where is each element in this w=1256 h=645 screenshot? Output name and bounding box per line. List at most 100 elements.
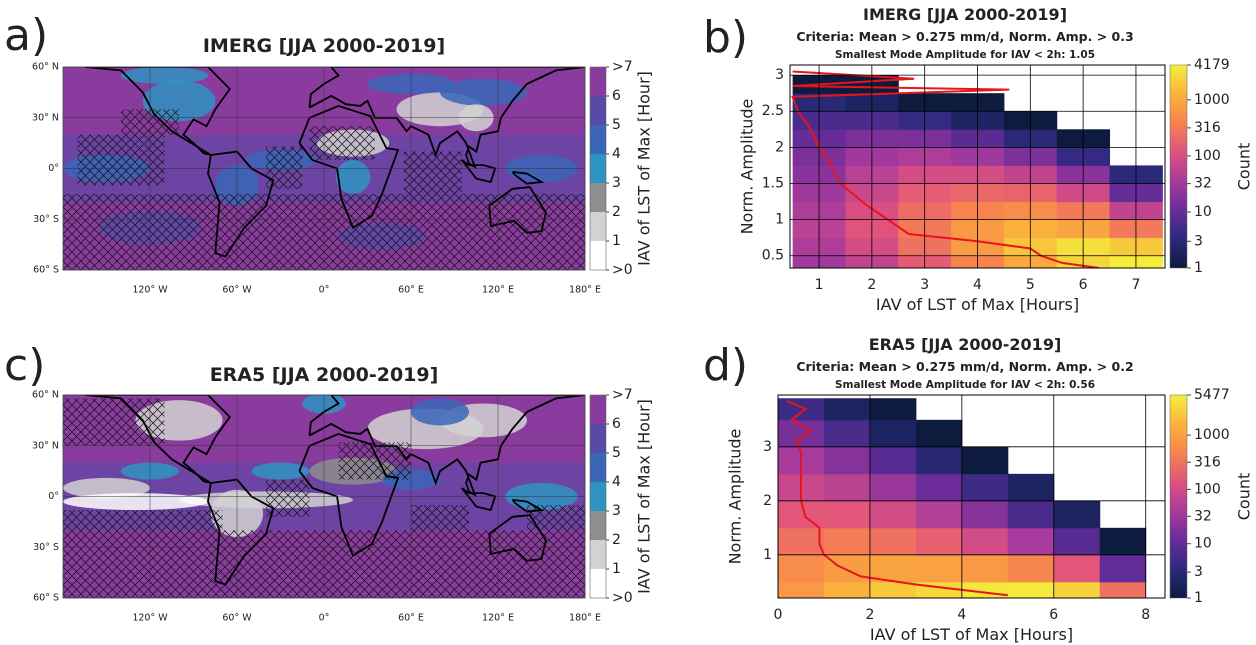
heatmap-cell	[961, 446, 1009, 475]
lat-tick-label: 60° S	[33, 593, 59, 604]
colorbar-band	[590, 212, 606, 241]
colorbar-band	[590, 482, 606, 511]
lon-tick-label: 120° W	[132, 285, 168, 296]
colorbar-band	[590, 96, 606, 125]
heatmap-cell	[823, 473, 871, 502]
heatmap-cell	[915, 419, 963, 448]
x-tick-label: 7	[1131, 277, 1140, 293]
colorbar-tick-label: 1000	[1194, 427, 1230, 443]
lat-tick-label: 30° S	[33, 214, 59, 225]
hatching	[338, 442, 411, 480]
colorbar-tick-label: 1	[612, 233, 621, 249]
heatmap	[778, 398, 1147, 598]
colorbar	[1169, 394, 1188, 599]
map-blob	[63, 493, 208, 511]
lat-tick-label: 0°	[48, 491, 59, 502]
colorbar-band	[590, 154, 606, 183]
heatmap-cell	[915, 554, 963, 583]
colorbar-tick-label: 1	[1194, 590, 1203, 606]
x-tick-label: 8	[1141, 607, 1150, 623]
lat-tick-label: 30° N	[32, 112, 59, 123]
heatmap-cell	[823, 398, 871, 421]
x-tick-label: 6	[1049, 607, 1058, 623]
colorbar-tick-label: 4179	[1194, 57, 1230, 73]
coastline	[511, 171, 545, 185]
colorbar-tick-label: 4	[612, 146, 621, 162]
heatmap-cell	[869, 554, 917, 583]
x-tick-label: 3	[920, 277, 929, 293]
heatmap-cell	[915, 500, 963, 529]
colorbar-tick-label: 3	[1194, 564, 1203, 580]
heatmap-cell	[1007, 473, 1055, 502]
y-tick-label: 3	[763, 439, 772, 455]
panel-label: d)	[703, 340, 748, 391]
colorbar-tick-label: 1000	[1194, 92, 1230, 108]
map-frame	[62, 394, 586, 599]
colorbar-tick-label: 10	[1194, 536, 1212, 552]
heatmap-cell	[1053, 581, 1101, 598]
colorbar-band	[590, 67, 606, 96]
map-title: ERA5 [JJA 2000-2019]	[210, 364, 439, 386]
colorbar-tick-label: 1	[612, 561, 621, 577]
colorbar-tick-label: >0	[612, 262, 633, 278]
y-tick-label: 1	[763, 547, 772, 563]
plot-frame	[789, 64, 1166, 269]
heatmap-cell	[961, 527, 1009, 556]
colorbar-tick-label: 6	[612, 416, 621, 432]
y-tick-label: 0.5	[762, 248, 784, 264]
coastline	[488, 186, 547, 234]
heatmap-cell	[869, 419, 917, 448]
heatmap-cell	[823, 554, 871, 583]
lon-tick-label: 60° E	[398, 613, 424, 624]
chart-subtitle: Criteria: Mean > 0.275 mm/d, Norm. Amp. …	[796, 359, 1133, 374]
lon-tick-label: 60° E	[398, 285, 424, 296]
colorbar-label: Count	[1235, 143, 1254, 191]
y-axis-label: Norm. Amplitude	[726, 429, 745, 565]
colorbar-band	[590, 453, 606, 482]
hatching	[411, 504, 469, 531]
lon-tick-label: 60° W	[222, 285, 252, 296]
colorbar-tick-label: 100	[1194, 148, 1221, 164]
hatching	[63, 510, 223, 531]
y-tick-label: 1	[775, 212, 784, 228]
heatmap-cell	[915, 446, 963, 475]
colorbar-tick-label: 2	[612, 532, 621, 548]
heatmap-cell	[778, 527, 825, 556]
hatching	[403, 151, 462, 194]
heatmap-cell	[915, 527, 963, 556]
lat-tick-label: 60° N	[32, 62, 59, 73]
coastline	[84, 395, 231, 484]
x-tick-label: 4	[973, 277, 982, 293]
colorbar-tick-label: 5	[612, 445, 621, 461]
heatmap-cell	[915, 581, 963, 598]
lat-tick-label: 30° N	[32, 440, 59, 451]
colorbar-tick-label: 32	[1194, 508, 1212, 524]
chart-title: ERA5 [JJA 2000-2019]	[869, 335, 1062, 354]
colorbar-band	[590, 540, 606, 569]
colorbar-tick-label: 3	[612, 175, 621, 191]
heatmap-cell	[1007, 527, 1055, 556]
heatmap-cell	[1053, 554, 1101, 583]
x-tick-label: 0	[774, 607, 783, 623]
panel-label: a)	[4, 10, 48, 61]
heatmap-cell	[823, 500, 871, 529]
heatmap-cell	[778, 500, 825, 529]
colorbar-tick-label: 5	[612, 117, 621, 133]
colorbar	[1169, 64, 1188, 269]
colorbar-band	[590, 183, 606, 212]
colorbar-band	[590, 125, 606, 154]
heatmap-cell	[961, 473, 1009, 502]
heatmap-cell	[961, 554, 1009, 583]
x-axis-label: IAV of LST of Max [Hours]	[876, 295, 1079, 314]
y-tick-label: 1.5	[762, 175, 784, 191]
colorbar-tick-label: 32	[1194, 176, 1212, 192]
colorbar-band	[590, 241, 606, 270]
colorbar-frame	[589, 66, 607, 271]
heatmap-cell	[1099, 581, 1147, 598]
coastline	[488, 514, 547, 562]
heatmap-cell	[1053, 527, 1101, 556]
lat-tick-label: 60° N	[32, 390, 59, 401]
lon-tick-label: 0°	[319, 285, 330, 296]
heatmap-cell	[869, 581, 917, 598]
